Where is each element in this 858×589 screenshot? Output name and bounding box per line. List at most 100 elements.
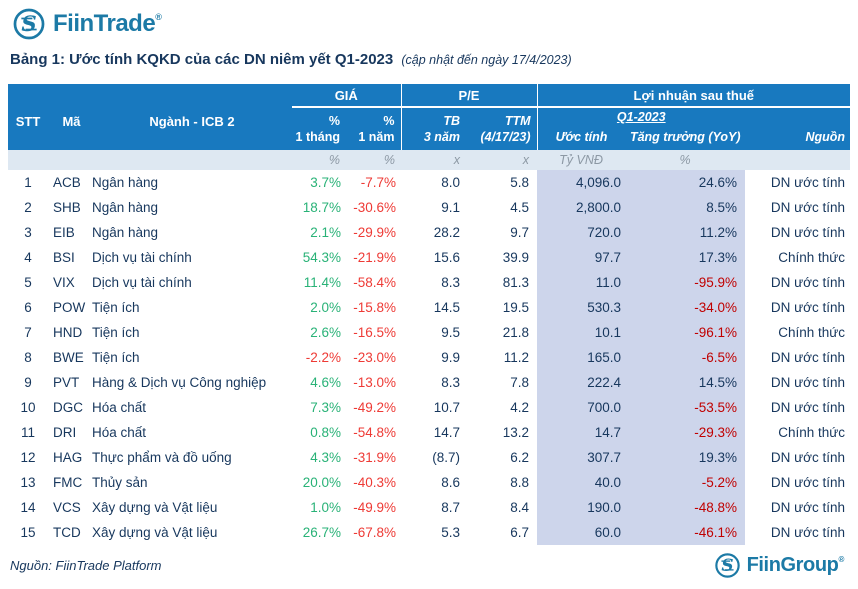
cell-pe-ttm: 8.4: [468, 495, 537, 520]
table-row: 14 VCS Xây dựng và Vật liệu 1.0% -49.9% 8.7 8.…: [8, 495, 851, 520]
cell-pe-3y: 28.2: [401, 220, 468, 245]
cell-pe-3y: 9.9: [401, 345, 468, 370]
cell-price-1m: 20.0%: [292, 470, 346, 495]
cell-profit-estimate: 14.7: [537, 420, 625, 445]
cell-source: DN ước tính: [745, 470, 851, 495]
cell-price-1m: 0.8%: [292, 420, 346, 445]
group-header-profit: Lợi nhuận sau thuế: [536, 84, 851, 108]
cell-pe-ttm: 6.7: [468, 520, 537, 545]
unit-price-1y: %: [346, 150, 401, 170]
source-note: Nguồn: FiinTrade Platform: [10, 558, 162, 573]
unit-pe-3y: x: [401, 150, 468, 170]
cell-price-1m: 2.1%: [292, 220, 346, 245]
cell-price-1y: -13.0%: [346, 370, 401, 395]
cell-ticker: BWE: [48, 345, 90, 370]
cell-profit-estimate: 720.0: [537, 220, 625, 245]
brand-name: FiinTrade®: [53, 10, 162, 37]
cell-ticker: ACB: [48, 170, 90, 195]
cell-industry: Ngân hàng: [90, 195, 292, 220]
col-header-price-1m: % 1 tháng: [292, 107, 346, 150]
col-header-ticker: Mã: [48, 84, 90, 150]
cell-stt: 7: [8, 320, 48, 345]
cell-price-1m: 2.0%: [292, 295, 346, 320]
cell-pe-3y: 8.0: [401, 170, 468, 195]
cell-industry: Tiện ích: [90, 345, 292, 370]
cell-price-1y: -21.9%: [346, 245, 401, 270]
cell-source: DN ước tính: [745, 170, 851, 195]
page-title: Bảng 1: Ước tính KQKD của các DN niêm yế…: [10, 51, 858, 68]
cell-source: Chính thức: [745, 320, 851, 345]
cell-pe-3y: 8.3: [401, 370, 468, 395]
cell-price-1m: 54.3%: [292, 245, 346, 270]
cell-pe-3y: 8.3: [401, 270, 468, 295]
unit-price-1m: %: [292, 150, 346, 170]
table-row: 7 HND Tiện ích 2.6% -16.5% 9.5 21.8 10.1 -96.1% C…: [8, 320, 851, 345]
cell-price-1y: -40.3%: [346, 470, 401, 495]
cell-industry: Tiện ích: [90, 320, 292, 345]
cell-industry: Hóa chất: [90, 420, 292, 445]
cell-profit-estimate: 4,096.0: [537, 170, 625, 195]
cell-industry: Ngân hàng: [90, 220, 292, 245]
cell-price-1y: -49.2%: [346, 395, 401, 420]
cell-industry: Thực phẩm và đồ uống: [90, 445, 292, 470]
cell-pe-ttm: 11.2: [468, 345, 537, 370]
cell-price-1y: -67.8%: [346, 520, 401, 545]
col-header-source: Nguồn: [745, 107, 851, 150]
table-row: 5 VIX Dịch vụ tài chính 11.4% -58.4% 8.3 81.3 1…: [8, 270, 851, 295]
table-body: 1 ACB Ngân hàng 3.7% -7.7% 8.0 5.8 4,096.0 24.6%…: [8, 170, 851, 545]
cell-pe-ttm: 13.2: [468, 420, 537, 445]
cell-price-1y: -58.4%: [346, 270, 401, 295]
col-header-q1-2023: Q1-2023 Ước tính Tăng trưởng (YoY): [536, 107, 745, 150]
cell-price-1y: -15.8%: [346, 295, 401, 320]
cell-ticker: EIB: [48, 220, 90, 245]
cell-price-1m: 4.6%: [292, 370, 346, 395]
cell-ticker: BSI: [48, 245, 90, 270]
unit-estimate: Tỷ VNĐ: [537, 150, 625, 170]
col-header-pe-3y: TB 3 năm: [400, 107, 468, 150]
cell-profit-estimate: 11.0: [537, 270, 625, 295]
cell-pe-ttm: 8.8: [468, 470, 537, 495]
cell-price-1m: 4.3%: [292, 445, 346, 470]
title-update-note: (cập nhật đến ngày 17/4/2023): [401, 53, 572, 67]
cell-price-1y: -7.7%: [346, 170, 401, 195]
fiingroup-brand-name: FiinGroup®: [746, 554, 845, 576]
cell-profit-estimate: 165.0: [537, 345, 625, 370]
cell-profit-yoy: -29.3%: [625, 420, 745, 445]
cell-industry: Hàng & Dịch vụ Công nghiệp: [90, 370, 292, 395]
title-main: Bảng 1: Ước tính KQKD của các DN niêm yế…: [10, 51, 394, 68]
cell-stt: 1: [8, 170, 48, 195]
table-row: 9 PVT Hàng & Dịch vụ Công nghiệp 4.6% -13.0%…: [8, 370, 851, 395]
cell-pe-ttm: 21.8: [468, 320, 537, 345]
cell-ticker: VIX: [48, 270, 90, 295]
cell-ticker: TCD: [48, 520, 90, 545]
cell-source: DN ước tính: [745, 220, 851, 245]
table-row: 12 HAG Thực phẩm và đồ uống 4.3% -31.9% (8.7)…: [8, 445, 851, 470]
table-row: 1 ACB Ngân hàng 3.7% -7.7% 8.0 5.8 4,096.0 24.6%…: [8, 170, 851, 195]
cell-pe-ttm: 39.9: [468, 245, 537, 270]
cell-price-1m: 11.4%: [292, 270, 346, 295]
cell-ticker: PVT: [48, 370, 90, 395]
cell-profit-estimate: 190.0: [537, 495, 625, 520]
q1-label: Q1-2023: [616, 110, 666, 124]
cell-price-1m: 2.6%: [292, 320, 346, 345]
table-row: 3 EIB Ngân hàng 2.1% -29.9% 28.2 9.7 720.0 11.2%…: [8, 220, 851, 245]
fiintrade-logo: S FiinTrade®: [12, 6, 858, 42]
cell-industry: Xây dựng và Vật liệu: [90, 495, 292, 520]
cell-pe-ttm: 81.3: [468, 270, 537, 295]
cell-pe-3y: 10.7: [401, 395, 468, 420]
cell-price-1y: -23.0%: [346, 345, 401, 370]
cell-stt: 15: [8, 520, 48, 545]
table-row: 4 BSI Dịch vụ tài chính 54.3% -21.9% 15.6 39.9…: [8, 245, 851, 270]
cell-source: DN ước tính: [745, 520, 851, 545]
cell-profit-yoy: -96.1%: [625, 320, 745, 345]
cell-stt: 14: [8, 495, 48, 520]
cell-ticker: FMC: [48, 470, 90, 495]
cell-profit-estimate: 40.0: [537, 470, 625, 495]
cell-pe-ttm: 19.5: [468, 295, 537, 320]
table-row: 6 POW Tiện ích 2.0% -15.8% 14.5 19.5 530.3 -34.0…: [8, 295, 851, 320]
cell-source: DN ước tính: [745, 395, 851, 420]
cell-source: Chính thức: [745, 420, 851, 445]
col-header-estimate: Ước tính: [555, 130, 608, 144]
cell-profit-yoy: 11.2%: [625, 220, 745, 245]
group-header-price: GIÁ: [292, 84, 401, 108]
